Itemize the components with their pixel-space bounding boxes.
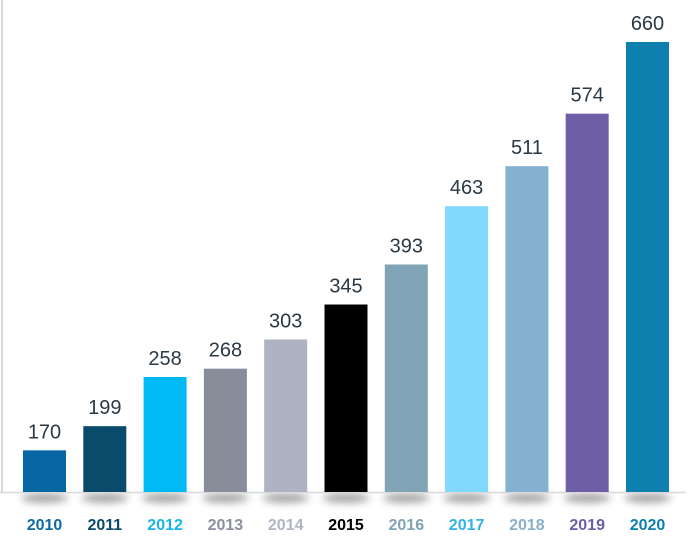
- bar-shadow: [201, 493, 249, 503]
- bar-shadow: [503, 493, 551, 503]
- value-label-2014: 303: [269, 311, 302, 333]
- x-tick-label-2018: 2018: [509, 517, 545, 534]
- bar-shadow: [382, 493, 430, 503]
- bar-2020: [626, 42, 669, 492]
- bar-2017: [445, 206, 489, 492]
- x-tick-label-2011: 2011: [87, 517, 122, 534]
- bar-shadow: [21, 493, 68, 503]
- value-label-2018: 511: [511, 137, 543, 159]
- bar-2019: [565, 113, 609, 493]
- value-label-2012: 258: [148, 348, 181, 370]
- x-tick-label-2020: 2020: [630, 517, 666, 534]
- bar-2014: [264, 339, 308, 492]
- bar-2010: [23, 450, 66, 492]
- x-tick-label-2017: 2017: [449, 517, 485, 534]
- bar-shadow: [262, 493, 310, 503]
- value-label-2017: 463: [450, 177, 483, 199]
- bar-shadow: [563, 493, 611, 503]
- x-tick-label-2013: 2013: [208, 517, 244, 534]
- bar-2016: [384, 264, 428, 492]
- bar-2018: [505, 166, 549, 492]
- bar-shadow: [81, 493, 129, 503]
- bar-2013: [203, 368, 247, 492]
- value-label-2010: 170: [28, 421, 61, 443]
- value-label-2019: 574: [571, 85, 604, 107]
- value-label-2020: 660: [631, 13, 664, 35]
- bar-2011: [83, 426, 127, 492]
- bar-shadow: [624, 493, 671, 503]
- x-tick-label-2012: 2012: [147, 517, 183, 534]
- x-tick-label-2015: 2015: [328, 517, 364, 534]
- x-tick-label-2010: 2010: [27, 517, 63, 534]
- bar-shadow: [322, 493, 370, 503]
- x-tick-label-2019: 2019: [569, 517, 605, 534]
- x-tick-label-2016: 2016: [389, 517, 425, 534]
- bar-shadow: [141, 493, 189, 503]
- value-label-2013: 268: [209, 340, 242, 362]
- x-tick-label-2014: 2014: [268, 517, 304, 534]
- value-label-2015: 345: [329, 276, 362, 298]
- bar-2015: [324, 304, 368, 492]
- bar-2012: [143, 377, 187, 492]
- value-label-2011: 199: [88, 397, 121, 419]
- value-label-2016: 393: [390, 236, 423, 258]
- bar-shadow: [443, 493, 491, 503]
